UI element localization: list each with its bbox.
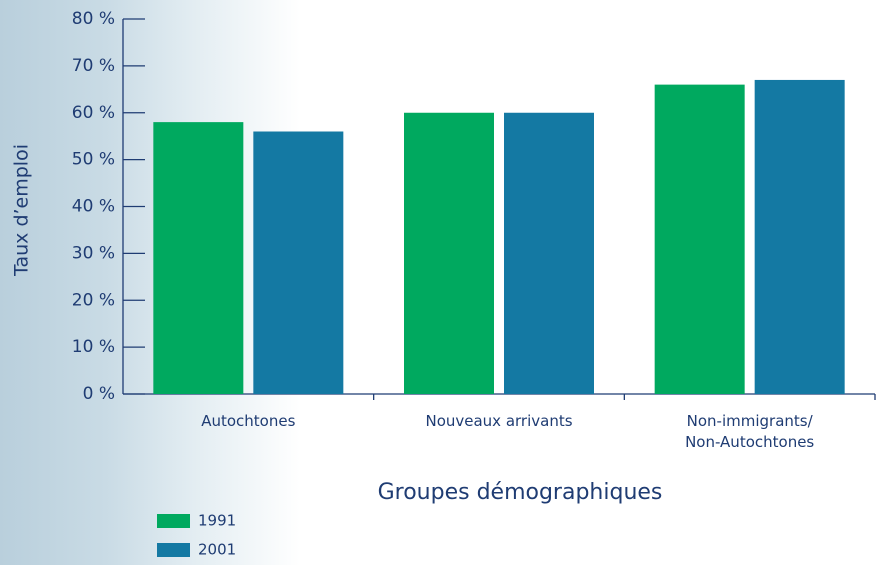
legend-label: 1991 — [198, 512, 236, 530]
x-axis-title: Groupes démographiques — [378, 480, 663, 505]
legend-swatch — [157, 543, 190, 557]
bar — [253, 132, 343, 395]
bar — [504, 113, 594, 394]
y-tick-label: 30 % — [72, 243, 115, 263]
y-tick-label: 40 % — [72, 197, 115, 217]
y-tick-label: 0 % — [83, 384, 115, 404]
x-tick-label: Nouveaux arrivants — [399, 411, 599, 432]
y-tick-label: 50 % — [72, 150, 115, 170]
legend-label: 2001 — [198, 541, 236, 559]
bar — [153, 122, 243, 394]
page: Taux d’emploi Groupes démographiques 0 %… — [0, 0, 883, 565]
bar — [404, 113, 494, 394]
y-tick-label: 70 % — [72, 56, 115, 76]
chart: Taux d’emploi Groupes démographiques 0 %… — [0, 0, 883, 565]
x-tick-label: Autochtones — [148, 411, 348, 432]
y-tick-label: 60 % — [72, 103, 115, 123]
bar — [755, 80, 845, 394]
y-tick-label: 10 % — [72, 337, 115, 357]
legend-swatch — [157, 514, 190, 528]
x-tick-label: Non-immigrants/ Non-Autochtones — [650, 411, 850, 453]
y-tick-label: 20 % — [72, 290, 115, 310]
bar — [655, 85, 745, 394]
y-axis-title: Taux d’emploi — [11, 144, 33, 277]
y-tick-label: 80 % — [72, 9, 115, 29]
